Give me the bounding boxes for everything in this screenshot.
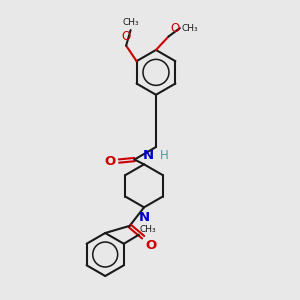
Text: O: O: [170, 22, 179, 35]
Text: N: N: [142, 148, 154, 161]
Text: CH₃: CH₃: [140, 225, 157, 234]
Text: CH₃: CH₃: [122, 18, 139, 27]
Text: CH₃: CH₃: [181, 24, 198, 33]
Text: H: H: [160, 148, 168, 161]
Text: O: O: [105, 154, 116, 167]
Text: O: O: [146, 239, 157, 252]
Text: N: N: [139, 211, 150, 224]
Text: O: O: [122, 30, 131, 43]
